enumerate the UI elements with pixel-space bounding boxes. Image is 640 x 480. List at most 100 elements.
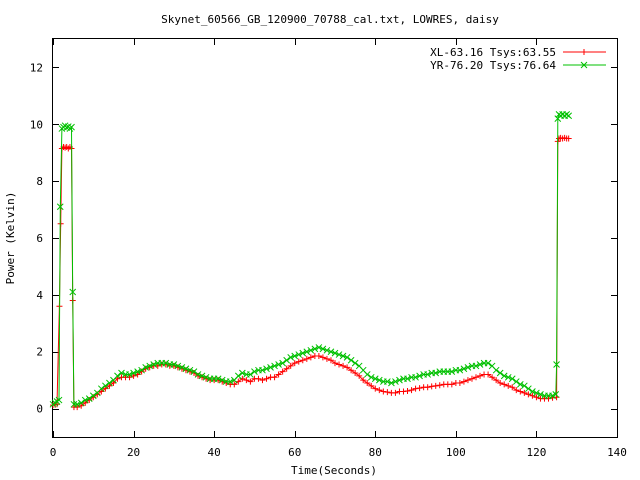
y-tick-label: 0	[36, 403, 43, 416]
data-point	[428, 383, 435, 390]
data-point	[580, 61, 588, 69]
data-point	[319, 345, 327, 353]
data-point	[581, 49, 587, 55]
data-point	[367, 373, 375, 381]
data-point	[194, 371, 202, 378]
y-tick-label: 12	[30, 61, 43, 74]
data-point	[323, 355, 330, 362]
data-point	[327, 348, 335, 356]
data-point	[255, 375, 262, 382]
data-point	[388, 379, 395, 387]
x-tick-label: 140	[607, 446, 627, 459]
data-point	[247, 378, 254, 385]
data-point	[473, 374, 479, 381]
data-point	[295, 358, 302, 365]
data-point	[138, 366, 145, 374]
data-point	[347, 356, 355, 364]
data-point	[70, 400, 78, 408]
data-point	[130, 369, 137, 377]
data-point	[384, 378, 391, 385]
data-point	[376, 387, 383, 394]
data-point	[492, 366, 500, 374]
data-point	[416, 385, 423, 392]
data-point	[106, 379, 113, 387]
data-point	[485, 371, 492, 378]
data-point	[464, 377, 471, 384]
legend-label: YR-76.20 Tsys:76.64	[430, 59, 556, 72]
data-point	[275, 371, 282, 378]
data-point	[283, 356, 291, 364]
data-point	[69, 288, 77, 296]
data-point	[106, 382, 113, 389]
data-point	[226, 378, 234, 385]
data-point	[231, 381, 238, 388]
data-point	[344, 364, 351, 371]
data-point	[404, 375, 411, 383]
data-point	[74, 404, 81, 411]
data-point	[186, 366, 194, 374]
data-point	[331, 349, 339, 357]
series-line	[52, 113, 569, 405]
data-point	[335, 351, 343, 358]
data-point	[110, 379, 117, 386]
data-point	[239, 375, 246, 382]
data-point	[384, 389, 391, 396]
data-point	[170, 361, 178, 368]
plot-area-frame	[52, 38, 618, 438]
data-point	[263, 375, 270, 382]
data-point	[509, 384, 516, 391]
data-point	[493, 377, 500, 384]
x-tick-label: 120	[526, 446, 546, 459]
data-point	[412, 385, 419, 392]
data-point	[142, 363, 150, 371]
data-point	[279, 359, 286, 367]
data-point	[552, 391, 560, 398]
x-tick-label: 20	[127, 446, 140, 459]
data-point	[85, 395, 93, 402]
data-point	[146, 362, 154, 370]
data-point	[287, 362, 294, 369]
data-point	[315, 352, 322, 359]
data-point	[315, 344, 323, 351]
data-point	[448, 381, 455, 388]
data-point	[339, 352, 347, 360]
data-point	[77, 399, 85, 407]
data-point	[516, 381, 524, 388]
data-point	[56, 203, 64, 211]
data-point	[368, 382, 375, 389]
data-point	[533, 394, 540, 401]
data-point	[287, 354, 295, 361]
data-point	[472, 362, 480, 370]
data-point	[118, 369, 125, 377]
data-point	[404, 387, 411, 394]
data-point	[525, 385, 532, 393]
data-point	[55, 396, 63, 404]
data-point	[271, 362, 278, 370]
data-point	[303, 348, 311, 356]
data-point	[348, 367, 355, 374]
data-point	[500, 372, 508, 380]
data-point	[218, 376, 226, 384]
data-point	[259, 377, 266, 384]
data-point	[380, 388, 387, 395]
y-axis-label: Power (Kelvin)	[4, 192, 17, 285]
data-point	[102, 385, 109, 392]
data-point	[279, 368, 286, 375]
data-point	[126, 371, 133, 378]
data-point	[496, 369, 504, 377]
data-point	[82, 399, 89, 406]
data-point	[251, 368, 258, 375]
y-tick-label: 10	[30, 118, 43, 131]
data-point	[340, 362, 347, 369]
data-point	[247, 371, 254, 378]
data-point	[303, 355, 310, 362]
data-point	[234, 372, 242, 380]
data-point	[513, 387, 520, 394]
data-point	[323, 346, 331, 354]
data-point	[375, 376, 383, 384]
data-point	[501, 381, 508, 388]
data-point	[520, 382, 528, 390]
data-point	[360, 377, 367, 384]
data-point	[275, 361, 282, 368]
